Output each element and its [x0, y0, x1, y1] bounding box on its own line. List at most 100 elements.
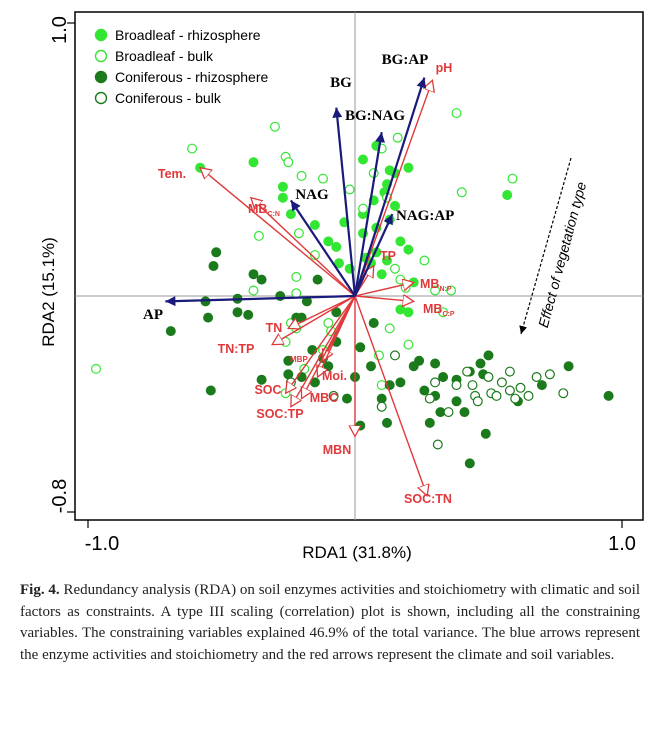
data-point-3-10 [515, 382, 526, 393]
env-arrow-6 [288, 295, 356, 328]
x-axis-title: RDA1 (31.8%) [302, 543, 412, 562]
data-point-1-27 [395, 274, 406, 285]
data-point-2-18 [342, 393, 353, 404]
data-point-2-39 [464, 458, 475, 469]
data-point-2-8 [243, 309, 254, 320]
data-point-3-19 [390, 350, 401, 361]
env-arrow-label-11: MBC [310, 391, 338, 405]
data-point-1-4 [269, 121, 280, 132]
data-point-1-29 [384, 323, 395, 334]
data-point-2-7 [248, 269, 259, 280]
data-point-3-4 [462, 366, 473, 377]
data-point-1-8 [318, 173, 329, 184]
data-point-2-29 [395, 377, 406, 388]
data-point-0-5 [309, 220, 320, 231]
env-arrow-14 [354, 295, 427, 496]
enzyme-arrows: BG:AP BG BG:NAG NAG NAG:AP AP [143, 52, 454, 323]
data-point-2-47 [536, 380, 547, 391]
data-point-2-1 [203, 312, 214, 323]
data-point-0-33 [502, 190, 513, 201]
data-point-2-48 [563, 361, 574, 372]
data-point-1-32 [419, 255, 430, 266]
data-point-2-20 [355, 342, 366, 353]
env-arrow-11 [302, 295, 356, 399]
data-point-0-6 [323, 236, 334, 247]
env-arrow-label-3: TP [380, 249, 396, 263]
enzyme-arrow-1 [332, 107, 357, 297]
y-tick-label-max: 1.0 [49, 16, 71, 44]
data-point-0-26 [403, 162, 414, 173]
enzyme-arrow-label-2: BG:NAG [345, 108, 405, 124]
data-point-0-1 [277, 181, 288, 192]
data-point-3-18 [376, 401, 387, 412]
data-point-0-14 [382, 255, 393, 266]
data-point-1-11 [309, 250, 320, 261]
enzyme-arrow-label-5: AP [143, 307, 163, 323]
env-arrow-label-12: SOC:TP [256, 407, 303, 421]
legend-marker-0 [94, 28, 108, 42]
data-point-0-3 [277, 192, 288, 203]
data-point-0-8 [334, 258, 345, 269]
data-point-3-23 [510, 393, 521, 404]
enzyme-arrow-5 [165, 294, 356, 307]
data-point-2-38 [459, 407, 470, 418]
caption-label: Fig. 4. [20, 582, 60, 598]
x-tick-label-max: 1.0 [608, 533, 636, 555]
data-point-1-9 [344, 184, 355, 195]
data-point-2-37 [451, 396, 462, 407]
data-point-0-31 [403, 307, 414, 318]
data-point-3-9 [504, 366, 515, 377]
x-axis: -1.0 1.0 RDA1 (31.8%) [85, 520, 636, 562]
data-point-1-2 [248, 285, 259, 296]
enzyme-arrow-4 [353, 213, 394, 297]
data-point-3-0 [424, 393, 435, 404]
data-point-2-53 [312, 274, 323, 285]
data-point-1-15 [323, 318, 334, 329]
data-point-2-42 [475, 358, 486, 369]
data-point-0-7 [331, 241, 342, 252]
enzyme-arrow-0 [353, 77, 427, 297]
data-point-2-2 [205, 385, 216, 396]
data-point-1-25 [392, 132, 403, 143]
legend-marker-2 [94, 70, 108, 84]
data-point-2-11 [283, 355, 294, 366]
data-point-2-33 [435, 407, 446, 418]
data-point-2-36 [438, 372, 449, 383]
legend-label-3: Coniferous - bulk [115, 90, 222, 106]
y-axis-title: RDA2 (15.1%) [39, 237, 58, 347]
data-point-2-34 [424, 417, 435, 428]
env-arrow-label-2: MBC:N [248, 202, 280, 218]
figure-caption: Fig. 4. Redundancy analysis (RDA) on soi… [20, 580, 640, 666]
data-point-3-22 [472, 396, 483, 407]
data-point-2-27 [376, 393, 387, 404]
vegetation-effect-arrow [519, 157, 572, 335]
env-arrow-label-5: MBC:P [423, 302, 455, 318]
data-point-3-11 [523, 390, 534, 401]
env-arrow-label-9: Moi. [322, 369, 347, 383]
data-point-1-40 [291, 288, 302, 299]
data-point-3-6 [483, 372, 494, 383]
data-point-2-25 [366, 361, 377, 372]
data-point-1-7 [296, 170, 307, 181]
legend-label-1: Broadleaf - bulk [115, 48, 214, 64]
sample-points [90, 108, 614, 469]
env-arrow-2 [251, 198, 356, 297]
y-axis: 1.0 -0.8 RDA2 (15.1%) [39, 16, 75, 513]
data-point-2-43 [483, 350, 494, 361]
data-point-0-27 [395, 236, 406, 247]
data-point-1-1 [187, 143, 198, 154]
y-tick-label-min: -0.8 [49, 479, 71, 513]
data-point-3-24 [504, 385, 515, 396]
data-point-0-12 [376, 269, 387, 280]
env-arrow-5 [354, 296, 414, 301]
enzyme-arrow-2 [353, 132, 386, 297]
data-point-2-35 [430, 358, 441, 369]
environmental-arrows: pH Tem. MBC:N TP MBN:P MBC:P TN TN:TP MBP Moi. SOC… [158, 61, 455, 506]
env-arrow-label-8: MBP [290, 355, 308, 364]
data-point-3-3 [451, 380, 462, 391]
data-point-1-30 [403, 339, 414, 350]
data-point-2-0 [165, 326, 176, 337]
data-point-1-35 [438, 307, 449, 318]
data-point-2-22 [283, 369, 294, 380]
env-arrow-1 [200, 168, 356, 297]
